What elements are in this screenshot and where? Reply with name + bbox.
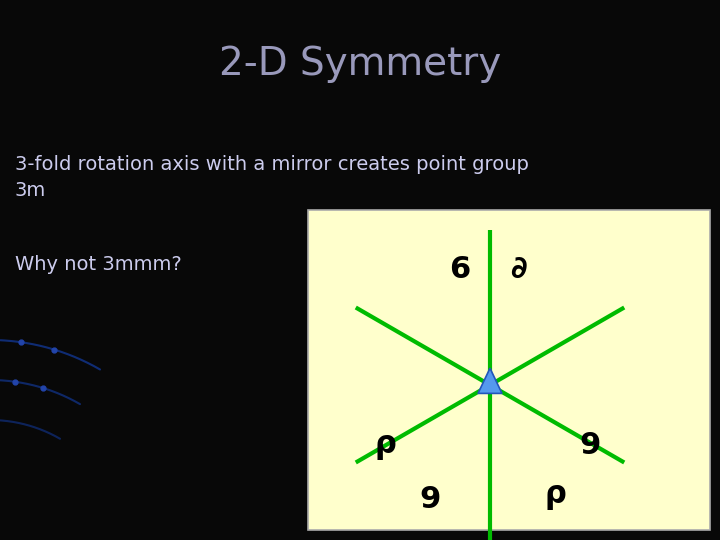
Polygon shape [478, 368, 502, 394]
Text: ∂: ∂ [510, 255, 526, 285]
Text: 9: 9 [580, 430, 600, 460]
Text: 2-D Symmetry: 2-D Symmetry [219, 45, 501, 83]
Text: ρ: ρ [374, 430, 396, 460]
Bar [308, 210, 710, 530]
Text: ρ: ρ [544, 481, 566, 510]
Text: 9: 9 [419, 485, 441, 515]
Text: 6: 6 [449, 255, 471, 285]
Text: Why not 3mmm?: Why not 3mmm? [15, 255, 181, 274]
Text: 3-fold rotation axis with a mirror creates point group
3m: 3-fold rotation axis with a mirror creat… [15, 155, 529, 200]
